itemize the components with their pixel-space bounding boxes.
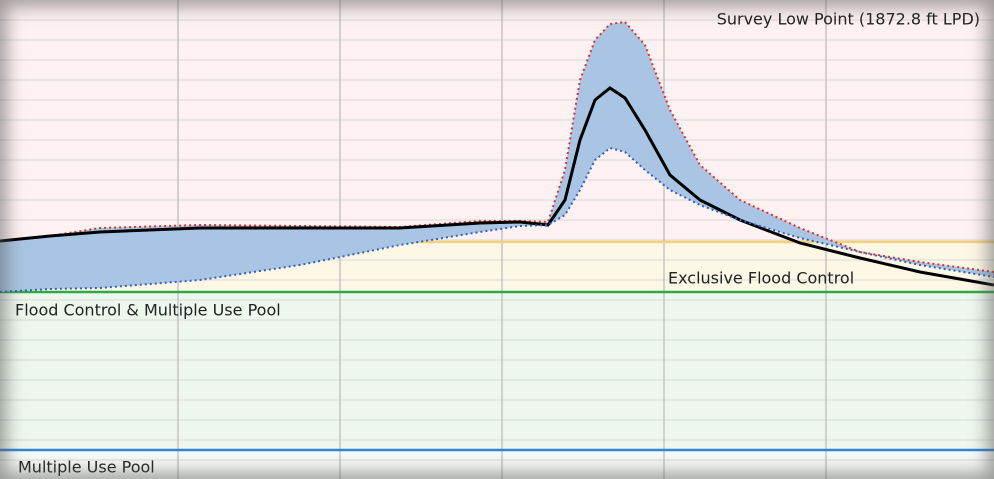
zone-label: Exclusive Flood Control xyxy=(668,269,854,288)
zone-label: Survey Low Point (1872.8 ft LPD) xyxy=(717,10,980,29)
zone-label: Multiple Use Pool xyxy=(18,458,155,477)
zone-label: Flood Control & Multiple Use Pool xyxy=(15,301,281,320)
chart: Survey Low Point (1872.8 ft LPD) Exclusiv… xyxy=(0,0,994,479)
screenshot: Survey Low Point (1872.8 ft LPD) Exclusiv… xyxy=(0,0,994,479)
zone xyxy=(0,0,994,242)
